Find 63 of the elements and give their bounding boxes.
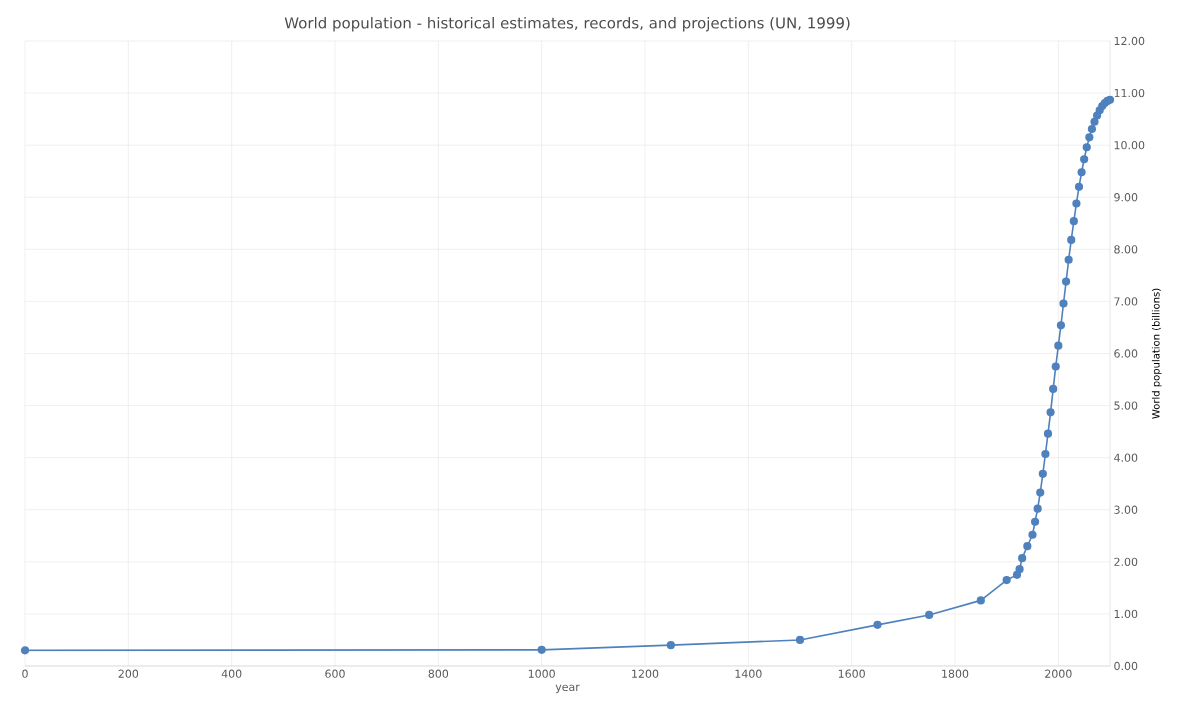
point xyxy=(925,610,934,620)
x-axis-title: year xyxy=(555,684,580,694)
point xyxy=(1043,429,1053,438)
point xyxy=(1015,565,1024,574)
point xyxy=(1054,341,1063,350)
point xyxy=(1046,408,1055,417)
y-tick-label: 8.00 xyxy=(1114,245,1138,254)
y-tick-label: 11.00 xyxy=(1114,88,1145,98)
y-tick-label: 1.00 xyxy=(1114,609,1138,619)
x-tick-label: 600 xyxy=(325,669,345,678)
x-tick-label: 1000 xyxy=(528,669,555,678)
point xyxy=(1041,449,1050,459)
y-tick-label: 4.00 xyxy=(1114,453,1138,462)
point xyxy=(1030,517,1040,526)
point xyxy=(1059,299,1068,308)
point xyxy=(1051,362,1060,371)
point xyxy=(1069,217,1078,226)
x-tick-label: 1200 xyxy=(632,669,659,678)
x-tick-label: 1600 xyxy=(838,669,865,678)
point xyxy=(1090,117,1099,126)
y-tick-label: 7.00 xyxy=(1114,297,1138,306)
x-tick-label: 200 xyxy=(118,669,139,678)
y-tick-label: 10.00 xyxy=(1114,141,1145,150)
point xyxy=(20,646,30,655)
y-tick-label: 12.00 xyxy=(1114,36,1145,46)
point xyxy=(1036,488,1045,497)
point xyxy=(976,596,985,605)
point xyxy=(1038,469,1047,478)
point xyxy=(1061,277,1071,286)
x-tick-label: 400 xyxy=(221,669,242,678)
point xyxy=(1072,199,1081,208)
point xyxy=(1074,182,1084,191)
x-tick-label: 1400 xyxy=(735,669,762,678)
x-tick-label: 1800 xyxy=(942,669,969,678)
y-tick-label: 3.00 xyxy=(1114,505,1138,514)
point xyxy=(1023,542,1032,551)
y-tick-label: 0.00 xyxy=(1114,661,1138,671)
point xyxy=(1067,235,1076,245)
x-tick-label: 2000 xyxy=(1045,669,1072,678)
x-tick-label: 0 xyxy=(22,669,28,678)
point xyxy=(1018,554,1027,563)
point xyxy=(1049,384,1058,394)
y-tick-label: 9.00 xyxy=(1114,193,1138,202)
point xyxy=(1080,155,1089,164)
y-tick-label: 2.00 xyxy=(1114,557,1138,566)
point xyxy=(1056,321,1066,330)
point xyxy=(1033,504,1042,513)
point xyxy=(1085,133,1094,142)
point xyxy=(1077,168,1086,177)
point xyxy=(1064,255,1073,264)
point xyxy=(1082,143,1091,152)
point xyxy=(1087,124,1097,134)
y-tick-label: 6.00 xyxy=(1114,349,1138,358)
x-tick-label: 800 xyxy=(428,669,449,678)
point xyxy=(666,641,675,650)
chart-title: World population - historical estimates, records, and projections (UN, 1999) xyxy=(284,16,850,32)
point xyxy=(795,635,805,645)
point xyxy=(1028,530,1037,539)
y-tick-label: 5.00 xyxy=(1114,401,1138,410)
point xyxy=(1002,575,1011,585)
point xyxy=(873,620,882,629)
point xyxy=(537,645,546,654)
y-axis-title: World population (billions) xyxy=(1151,288,1162,419)
